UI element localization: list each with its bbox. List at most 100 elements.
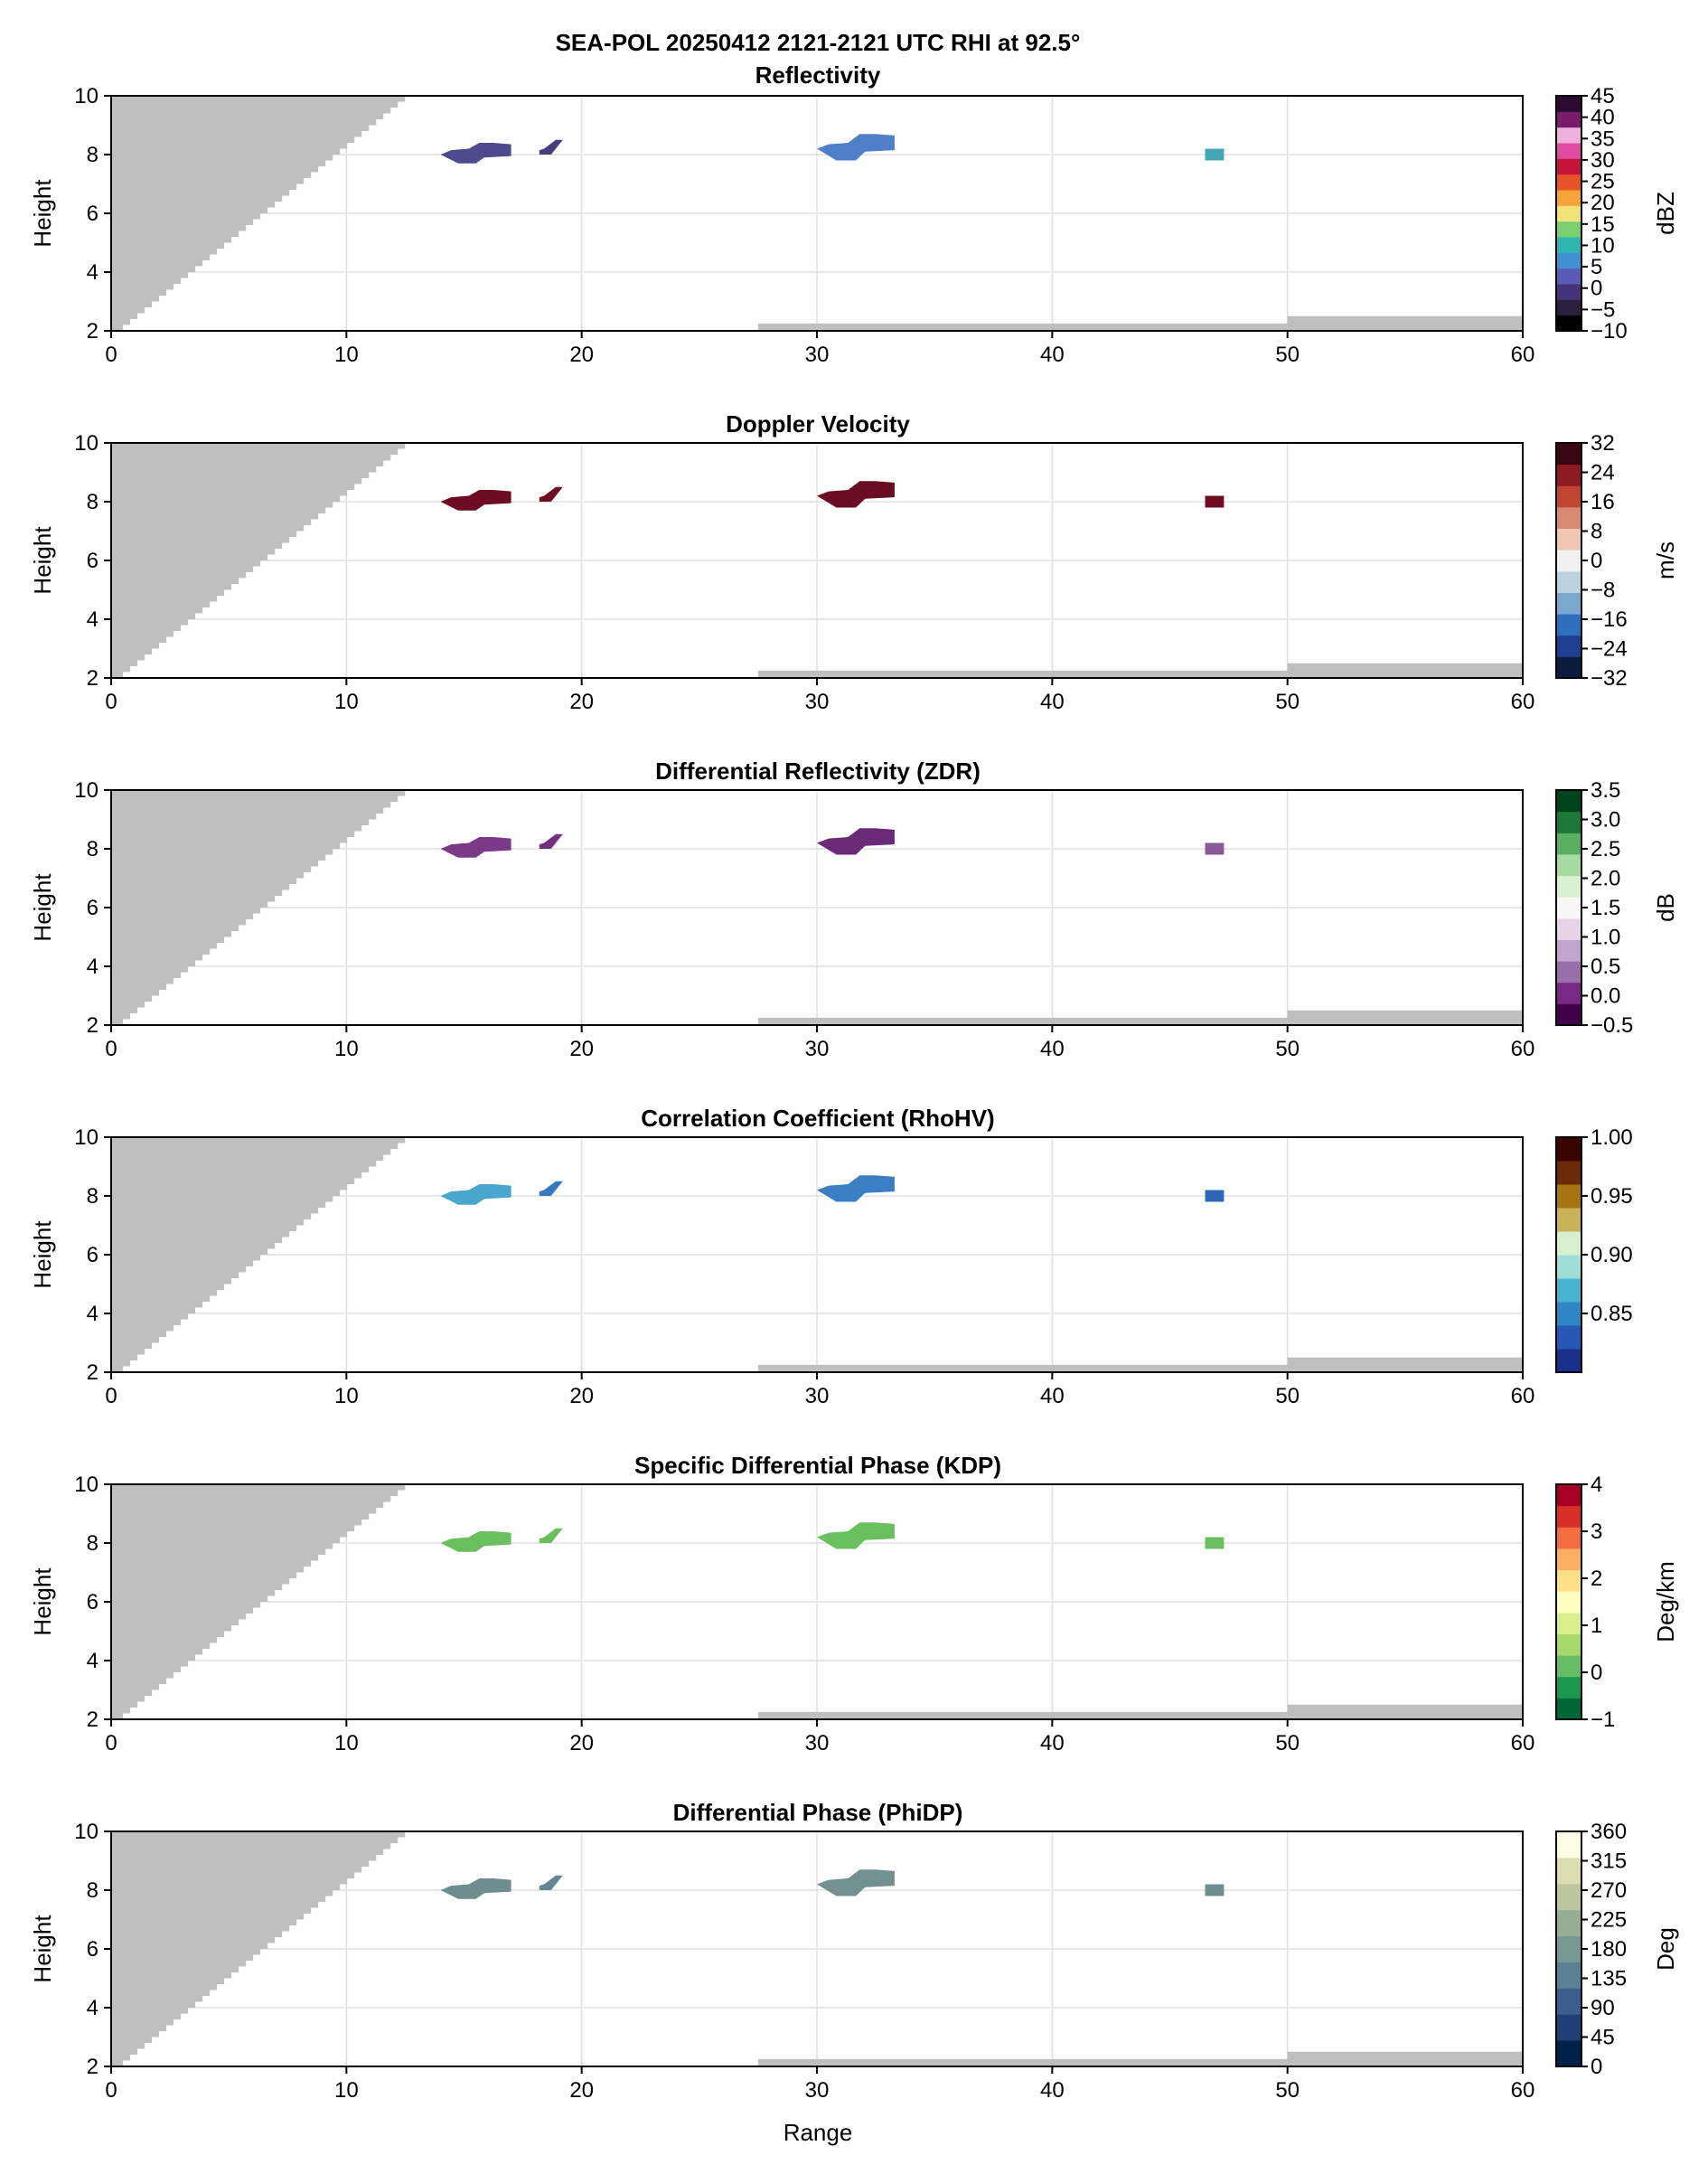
- echo-cell: [440, 490, 511, 511]
- echo-cell: [1205, 495, 1225, 508]
- colorbar: 3.5 3.0 2.5 2.0 1.5 1.0 0.5 0.0 −0.5 dB: [1555, 778, 1679, 1038]
- colorbar-tick-label: 0.5: [1591, 955, 1620, 979]
- y-tick-label: 4: [87, 1996, 99, 2020]
- x-tick-label: 40: [1040, 1037, 1065, 1061]
- colorbar-band: [1556, 205, 1581, 222]
- x-tick-label: 0: [105, 2078, 117, 2103]
- colorbar-band: [1556, 1909, 1581, 1937]
- y-tick-label: 2: [87, 1360, 99, 1385]
- blocked-beam-mask: [111, 1484, 413, 1719]
- low-mask-strip: [1287, 1010, 1523, 1025]
- colorbar-band: [1556, 1935, 1581, 1962]
- colorbar-band: [1556, 1569, 1581, 1592]
- colorbar-band: [1556, 506, 1581, 530]
- x-tick-label: 50: [1275, 2078, 1300, 2103]
- colorbar-band: [1556, 1484, 1581, 1507]
- colorbar-band: [1556, 1633, 1581, 1656]
- colorbar: 360 315 270 225 180 135 90 45 0 Deg: [1555, 1820, 1679, 2079]
- blocked-beam-mask: [111, 1137, 413, 1372]
- colorbar-units-label: dBZ: [1652, 192, 1679, 235]
- y-tick-label: 4: [87, 955, 99, 979]
- x-tick-label: 40: [1040, 1731, 1065, 1755]
- colorbar-tick-label: 0.95: [1591, 1184, 1633, 1209]
- x-tick-label: 40: [1040, 690, 1065, 714]
- colorbar-band: [1556, 315, 1581, 332]
- x-tick-label: 40: [1040, 343, 1065, 367]
- x-tick-label: 20: [569, 2078, 594, 2103]
- colorbar-band: [1556, 143, 1581, 159]
- echo-cell: [440, 1184, 511, 1205]
- panel-4: Specific Differential Phase (KDP)0 10 20 30…: [29, 1452, 1679, 1755]
- low-mask-strip: [1287, 1704, 1523, 1719]
- colorbar-band: [1556, 174, 1581, 191]
- x-tick-label: 10: [334, 1037, 359, 1061]
- colorbar-band: [1556, 853, 1581, 877]
- colorbar-band: [1556, 656, 1581, 679]
- colorbar-band: [1556, 190, 1581, 206]
- y-tick-label: 6: [87, 1590, 99, 1614]
- x-tick-label: 30: [805, 1037, 830, 1061]
- x-tick-label: 30: [805, 1384, 830, 1408]
- x-tick-label: 60: [1511, 343, 1535, 367]
- y-tick-label: 2: [87, 666, 99, 691]
- panel-2: Differential Reflectivity (ZDR)0 10 20 30 40…: [29, 758, 1679, 1061]
- colorbar-tick-label: 4: [1591, 1473, 1602, 1497]
- x-tick-label: 0: [105, 1731, 117, 1755]
- colorbar-tick-label: 270: [1591, 1878, 1627, 1903]
- colorbar-band: [1556, 1857, 1581, 1885]
- x-tick-label: 60: [1511, 1384, 1535, 1408]
- low-mask-strip: [1287, 663, 1523, 678]
- x-tick-label: 10: [334, 1384, 359, 1408]
- colorbar-tick-label: 35: [1591, 127, 1615, 151]
- x-tick-label: 60: [1511, 2078, 1535, 2103]
- x-tick-label: 10: [334, 2078, 359, 2103]
- x-tick-label: 60: [1511, 1037, 1535, 1061]
- low-mask-strip: [757, 1711, 1288, 1719]
- colorbar-band: [1556, 1698, 1581, 1720]
- y-tick-label: 6: [87, 202, 99, 226]
- x-tick-label: 20: [569, 690, 594, 714]
- colorbar-band: [1556, 875, 1581, 898]
- echo-cell: [817, 828, 895, 855]
- y-tick-label: 6: [87, 1937, 99, 1962]
- colorbar-tick-label: 2.0: [1591, 867, 1620, 891]
- colorbar-tick-label: 0: [1591, 1661, 1602, 1685]
- colorbar-frame: [1555, 95, 1582, 332]
- low-mask-strip: [1287, 315, 1523, 331]
- y-tick-label: 10: [74, 778, 99, 803]
- colorbar-band: [1556, 443, 1581, 466]
- colorbar-tick-label: −10: [1591, 319, 1628, 344]
- colorbar-tick-label: 0: [1591, 549, 1602, 573]
- colorbar-tick-label: 20: [1591, 191, 1615, 215]
- echo-cell: [817, 1175, 895, 1202]
- y-tick-label: 10: [74, 1820, 99, 1844]
- blocked-beam-mask: [111, 790, 413, 1025]
- y-tick-label: 10: [74, 1473, 99, 1497]
- colorbar-band: [1556, 464, 1581, 486]
- colorbar-band: [1556, 237, 1581, 253]
- x-tick-label: 0: [105, 1037, 117, 1061]
- x-tick-label: 30: [805, 1731, 830, 1755]
- y-tick-label: 10: [74, 84, 99, 108]
- low-mask-strip: [757, 670, 1288, 678]
- colorbar-band: [1556, 1505, 1581, 1528]
- colorbar-tick-label: 5: [1591, 255, 1602, 279]
- panel-title: Specific Differential Phase (KDP): [634, 1452, 1001, 1479]
- colorbar-tick-label: 45: [1591, 84, 1615, 108]
- colorbar-band: [1556, 1184, 1581, 1209]
- y-tick-label: 6: [87, 1243, 99, 1267]
- blocked-beam-mask: [111, 96, 413, 331]
- panel-3: Correlation Coefficient (RhoHV)0 10 20 30 40…: [29, 1105, 1633, 1408]
- colorbar-tick-label: 0: [1591, 277, 1602, 301]
- colorbar-tick-label: 0.0: [1591, 984, 1620, 1009]
- colorbar-tick-label: 0.85: [1591, 1302, 1633, 1326]
- y-tick-label: 8: [87, 837, 99, 861]
- echo-cell: [440, 143, 511, 164]
- colorbar-band: [1556, 811, 1581, 833]
- colorbar-tick-label: 25: [1591, 170, 1615, 194]
- low-mask-strip: [757, 1017, 1288, 1025]
- colorbar-tick-label: 32: [1591, 431, 1615, 456]
